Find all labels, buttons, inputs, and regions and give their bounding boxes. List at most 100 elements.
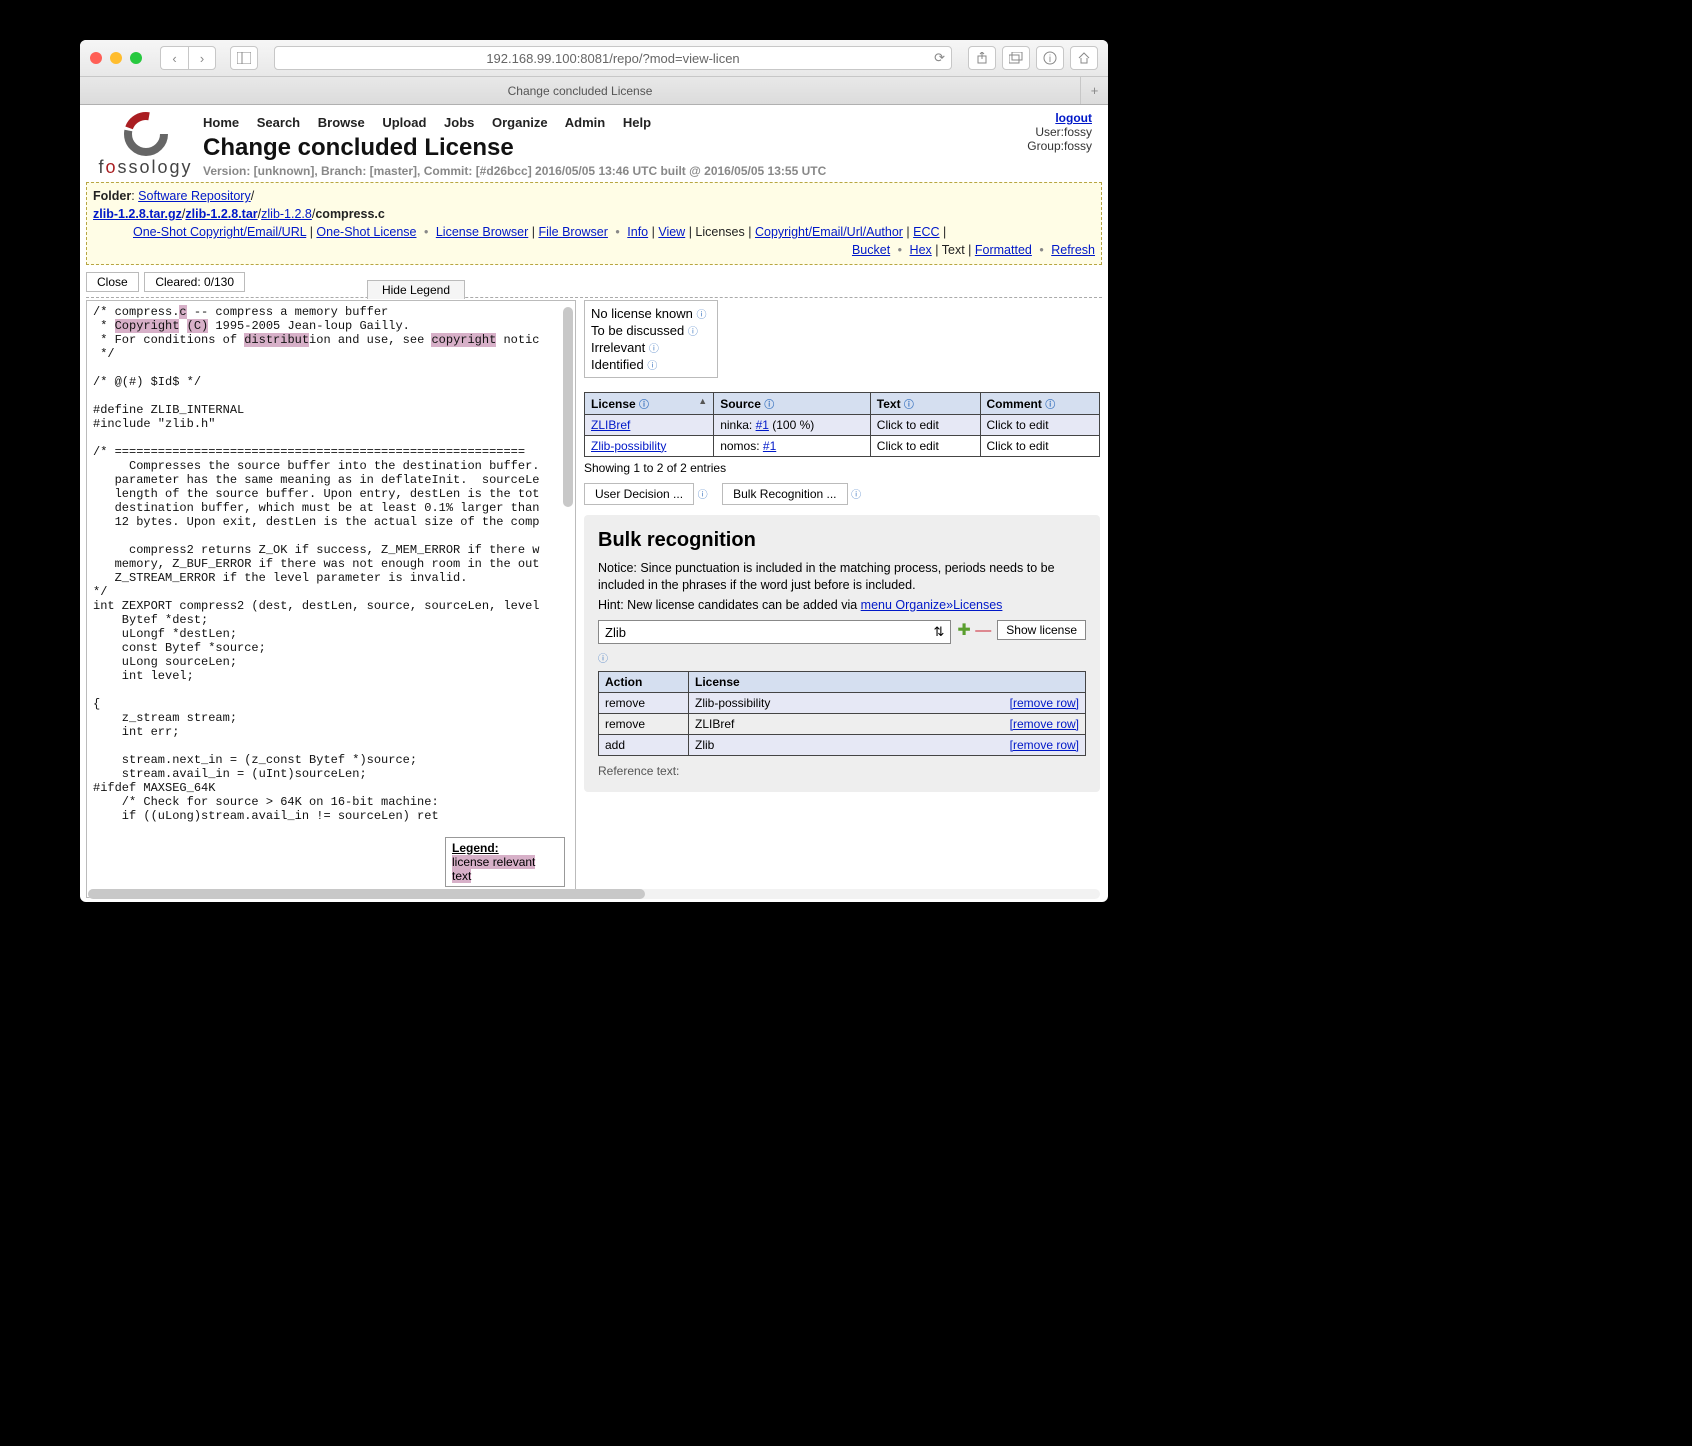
zoom-window-icon[interactable] <box>130 52 142 64</box>
legend-row: license relevant text <box>452 855 535 883</box>
sidebar-toggle-icon[interactable] <box>230 46 258 70</box>
remove-row-link[interactable]: [remove row] <box>1010 738 1079 752</box>
add-icon[interactable]: ✚ <box>957 622 970 639</box>
toolbar-icons: i <box>968 46 1098 70</box>
app-header: fossology Home Search Browse Upload Jobs… <box>80 105 1108 178</box>
menu-jobs[interactable]: Jobs <box>444 115 474 130</box>
crumb-oneshot-copyright[interactable]: One-Shot Copyright/Email/URL <box>133 225 306 239</box>
license-link[interactable]: Zlib-possibility <box>591 439 666 453</box>
crumb-formatted[interactable]: Formatted <box>975 243 1032 257</box>
minimize-window-icon[interactable] <box>110 52 122 64</box>
table-row: removeZLIBref[remove row] <box>599 714 1086 735</box>
group-label: Group:fossy <box>1027 139 1092 153</box>
table-row: addZlib[remove row] <box>599 735 1086 756</box>
legend-title: Legend: <box>452 841 499 855</box>
scrollbar-thumb[interactable] <box>88 889 645 899</box>
back-button[interactable]: ‹ <box>160 46 188 70</box>
info-icon[interactable]: ⓘ <box>851 490 861 501</box>
license-select[interactable]: Zlib⇅ <box>598 620 951 644</box>
address-bar[interactable]: 192.168.99.100:8081/repo/?mod=view-licen… <box>274 46 952 70</box>
menu-search[interactable]: Search <box>257 115 300 130</box>
info-icon[interactable]: ⓘ <box>688 327 698 338</box>
logout-link[interactable]: logout <box>1055 111 1092 125</box>
main-menu: Home Search Browse Upload Jobs Organize … <box>203 111 1027 132</box>
nav-back-forward: ‹ › <box>160 46 216 70</box>
tab-title: Change concluded License <box>508 84 653 98</box>
close-button[interactable]: Close <box>86 272 139 292</box>
status-item[interactable]: Irrelevant ⓘ <box>591 339 707 356</box>
info-icon[interactable]: ⓘ <box>598 654 608 665</box>
crumb-copyright[interactable]: Copyright/Email/Url/Author <box>755 225 903 239</box>
show-license-button[interactable]: Show license <box>997 620 1086 640</box>
remove-row-link[interactable]: [remove row] <box>1010 717 1079 731</box>
remove-icon[interactable]: — <box>975 622 991 639</box>
info-icon[interactable]: ⓘ <box>647 361 657 372</box>
legend-box: Legend: license relevant text <box>445 837 565 887</box>
comment-cell[interactable]: Click to edit <box>980 414 1100 435</box>
text-cell[interactable]: Click to edit <box>870 435 980 456</box>
folder-label: Folder <box>93 189 131 203</box>
path-2[interactable]: zlib-1.2.8.tar <box>185 207 257 221</box>
crumb-info[interactable]: Info <box>627 225 648 239</box>
info-circle-icon[interactable]: i <box>1036 46 1064 70</box>
crumb-bucket[interactable]: Bucket <box>852 243 890 257</box>
tab-bar: Change concluded License + <box>80 77 1108 105</box>
menu-home[interactable]: Home <box>203 115 239 130</box>
cleared-button[interactable]: Cleared: 0/130 <box>144 272 245 292</box>
menu-admin[interactable]: Admin <box>565 115 605 130</box>
info-icon[interactable]: ⓘ <box>698 490 708 501</box>
home-icon[interactable] <box>1070 46 1098 70</box>
crumb-oneshot-license[interactable]: One-Shot License <box>316 225 416 239</box>
menu-help[interactable]: Help <box>623 115 651 130</box>
source-code: /* compress.c -- compress a memory buffe… <box>87 299 575 897</box>
crumb-refresh[interactable]: Refresh <box>1051 243 1095 257</box>
tabs-icon[interactable] <box>1002 46 1030 70</box>
bulk-recognition-button[interactable]: Bulk Recognition ... <box>722 483 847 505</box>
info-icon[interactable]: ⓘ <box>697 310 707 321</box>
menu-browse[interactable]: Browse <box>318 115 365 130</box>
table-row: Zlib-possibility nomos: #1 Click to edit… <box>585 435 1100 456</box>
hide-legend-button[interactable]: Hide Legend <box>367 280 465 299</box>
hint-link[interactable]: menu Organize»Licenses <box>861 598 1003 612</box>
th-license[interactable]: License ⓘ▲ <box>585 392 714 414</box>
page-scrollbar[interactable] <box>88 889 1100 899</box>
menu-organize[interactable]: Organize <box>492 115 548 130</box>
version-text: Version: [unknown], Branch: [master], Co… <box>203 164 1027 178</box>
path-1[interactable]: zlib-1.2.8.tar.gz <box>93 207 182 221</box>
new-tab-button[interactable]: + <box>1080 77 1108 104</box>
menu-upload[interactable]: Upload <box>382 115 426 130</box>
path-3[interactable]: zlib-1.2.8 <box>261 207 312 221</box>
th-text[interactable]: Text ⓘ <box>870 392 980 414</box>
user-box: logout User:fossy Group:fossy <box>1027 111 1100 178</box>
status-item[interactable]: Identified ⓘ <box>591 356 707 373</box>
forward-button[interactable]: › <box>188 46 216 70</box>
crumb-license-browser[interactable]: License Browser <box>436 225 528 239</box>
user-decision-button[interactable]: User Decision ... <box>584 483 694 505</box>
close-window-icon[interactable] <box>90 52 102 64</box>
browser-tab[interactable]: Change concluded License <box>80 84 1080 98</box>
th-source[interactable]: Source ⓘ <box>714 392 871 414</box>
folder-link[interactable]: Software Repository <box>138 189 251 203</box>
status-item[interactable]: No license known ⓘ <box>591 305 707 322</box>
th-comment[interactable]: Comment ⓘ <box>980 392 1100 414</box>
th-action: Action <box>599 672 689 693</box>
reference-text-label: Reference text: <box>598 764 1086 778</box>
crumb-ecc[interactable]: ECC <box>913 225 939 239</box>
code-scrollbar[interactable] <box>563 307 573 507</box>
text-cell[interactable]: Click to edit <box>870 414 980 435</box>
info-icon[interactable]: ⓘ <box>649 344 659 355</box>
status-item[interactable]: To be discussed ⓘ <box>591 322 707 339</box>
crumb-view[interactable]: View <box>658 225 685 239</box>
share-icon[interactable] <box>968 46 996 70</box>
divider <box>86 297 1102 298</box>
comment-cell[interactable]: Click to edit <box>980 435 1100 456</box>
crumb-hex[interactable]: Hex <box>910 243 932 257</box>
th-license: License <box>689 672 1086 693</box>
right-panel: No license known ⓘ To be discussed ⓘ Irr… <box>580 300 1108 902</box>
reload-icon[interactable]: ⟳ <box>934 50 945 66</box>
path-file: compress.c <box>315 207 384 221</box>
crumb-file-browser[interactable]: File Browser <box>538 225 607 239</box>
license-link[interactable]: ZLIBref <box>591 418 630 432</box>
remove-row-link[interactable]: [remove row] <box>1010 696 1079 710</box>
bulk-title: Bulk recognition <box>598 529 1086 552</box>
